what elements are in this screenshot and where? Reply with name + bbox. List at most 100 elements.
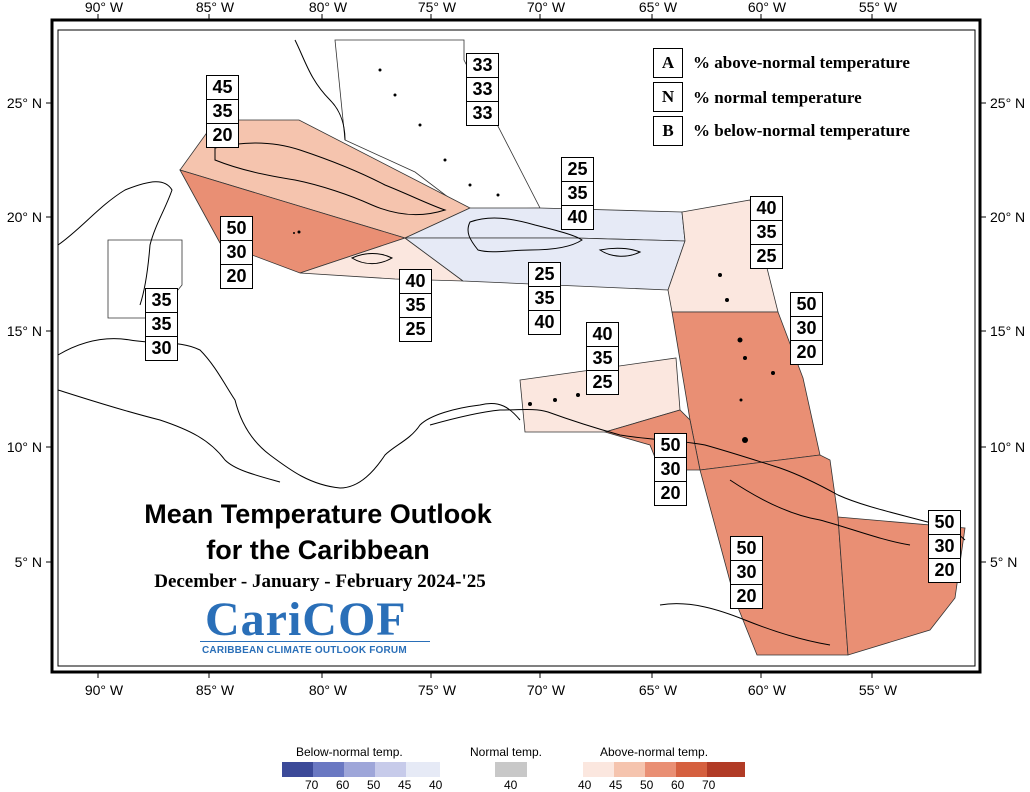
prob-normal: 30: [790, 316, 823, 341]
cuba-coast: [214, 142, 447, 215]
scale-above-45: [614, 762, 645, 777]
prob-normal: 30: [654, 457, 687, 482]
axis-ticks: [46, 14, 986, 678]
lat-tick-label: 5° N: [990, 554, 1017, 570]
scale-label: 70: [702, 778, 716, 792]
logo-subtitle: CARIBBEAN CLIMATE OUTLOOK FORUM: [202, 645, 407, 656]
prob-above: 33: [466, 53, 499, 78]
prob-normal: 30: [220, 240, 253, 265]
prob-above: 25: [528, 262, 561, 287]
prob-above: 50: [220, 216, 253, 241]
scale-label: 40: [578, 778, 592, 792]
prob-above: 40: [586, 322, 619, 347]
scale-label: 50: [367, 778, 381, 792]
lon-tick-label: 70° W: [527, 682, 566, 698]
map-title-line2: for the Caribbean: [206, 535, 430, 565]
map-subtitle: December - January - February 2024-'25: [154, 571, 486, 592]
scale-title-above: Above-normal temp.: [600, 745, 709, 759]
prob-below: 30: [145, 336, 178, 361]
color-scale: [282, 762, 745, 777]
scale-below-60: [313, 762, 344, 777]
scale-label: 40: [504, 778, 518, 792]
lon-labels-bottom: 90° W 85° W 80° W 75° W 70° W 65° W 60° …: [85, 682, 898, 698]
lon-tick-label: 55° W: [859, 0, 898, 15]
prob-below: 20: [928, 558, 961, 583]
prob-normal: 33: [466, 77, 499, 102]
lon-tick-label: 80° W: [309, 682, 348, 698]
lat-tick-label: 10° N: [7, 439, 42, 455]
region-guyana: [699, 454, 849, 656]
prob-below: 33: [466, 101, 499, 126]
map-title-line1: Mean Temperature Outlook: [144, 499, 492, 529]
scale-below-40: [406, 762, 440, 777]
lat-tick-label: 5° N: [15, 554, 42, 570]
prob-below: 40: [528, 310, 561, 335]
logo-rule: [200, 641, 430, 642]
scale-label: 40: [429, 778, 443, 792]
prob-normal: 35: [561, 181, 594, 206]
lon-tick-label: 70° W: [527, 0, 566, 15]
hispaniola-coast: [467, 217, 583, 253]
prob-below: 20: [220, 264, 253, 289]
prob-normal: 35: [206, 99, 239, 124]
lat-labels-right: 25° N 20° N 15° N 10° N 5° N: [990, 95, 1025, 570]
central-america-coast: [57, 338, 521, 489]
prob-above: 35: [145, 288, 178, 313]
lon-tick-label: 85° W: [196, 0, 235, 15]
scale-above-70: [707, 762, 745, 777]
map-outer-frame: [50, 18, 982, 674]
prob-below: 40: [561, 205, 594, 230]
prob-normal: 35: [145, 312, 178, 337]
prob-below: 20: [730, 584, 763, 609]
lon-tick-label: 75° W: [418, 0, 457, 15]
scale-label: 70: [305, 778, 319, 792]
scale-label: 60: [671, 778, 685, 792]
scale-above-50: [645, 762, 676, 777]
prob-above: 50: [654, 433, 687, 458]
lat-tick-label: 10° N: [990, 439, 1025, 455]
prob-normal: 35: [528, 286, 561, 311]
lon-tick-label: 55° W: [859, 682, 898, 698]
lon-tick-label: 90° W: [85, 0, 124, 15]
lon-tick-label: 90° W: [85, 682, 124, 698]
jamaica-coast: [350, 253, 394, 265]
prob-above: 50: [730, 536, 763, 561]
scale-title-normal: Normal temp.: [470, 745, 543, 759]
lat-tick-label: 25° N: [990, 95, 1025, 111]
lat-tick-label: 15° N: [990, 323, 1025, 339]
prob-below: 25: [750, 244, 783, 269]
scale-above-40: [583, 762, 614, 777]
key-letter-b: B: [653, 116, 683, 146]
prob-above: 50: [790, 292, 823, 317]
prob-normal: 30: [928, 534, 961, 559]
lat-tick-label: 20° N: [7, 209, 42, 225]
lon-labels-top: 90° W 85° W 80° W 75° W 70° W 65° W 60° …: [85, 0, 898, 15]
island-dots: [293, 68, 775, 443]
lon-tick-label: 80° W: [309, 0, 348, 15]
scale-below-70: [282, 762, 313, 777]
central-america-pacific: [57, 389, 281, 483]
key-text-normal: % normal temperature: [693, 88, 862, 107]
prob-below: 20: [654, 481, 687, 506]
prob-above: 50: [928, 510, 961, 535]
lon-tick-label: 75° W: [418, 682, 457, 698]
prob-above: 40: [750, 196, 783, 221]
scale-label: 45: [398, 778, 412, 792]
lon-tick-label: 65° W: [639, 0, 678, 15]
south-america-coast: [429, 409, 966, 541]
key-letter-a: A: [653, 48, 683, 78]
scale-label: 45: [609, 778, 623, 792]
florida-coast: [294, 39, 346, 141]
prob-below: 25: [399, 317, 432, 342]
lon-tick-label: 65° W: [639, 682, 678, 698]
key-letter-n: N: [653, 82, 683, 112]
prob-normal: 35: [586, 346, 619, 371]
prob-below: 20: [790, 340, 823, 365]
prob-normal: 35: [750, 220, 783, 245]
scale-below-50: [344, 762, 375, 777]
key-text-above: % above-normal temperature: [693, 53, 910, 72]
lon-tick-label: 60° W: [748, 682, 787, 698]
prob-below: 20: [206, 123, 239, 148]
prob-normal: 30: [730, 560, 763, 585]
scale-label: 50: [640, 778, 654, 792]
